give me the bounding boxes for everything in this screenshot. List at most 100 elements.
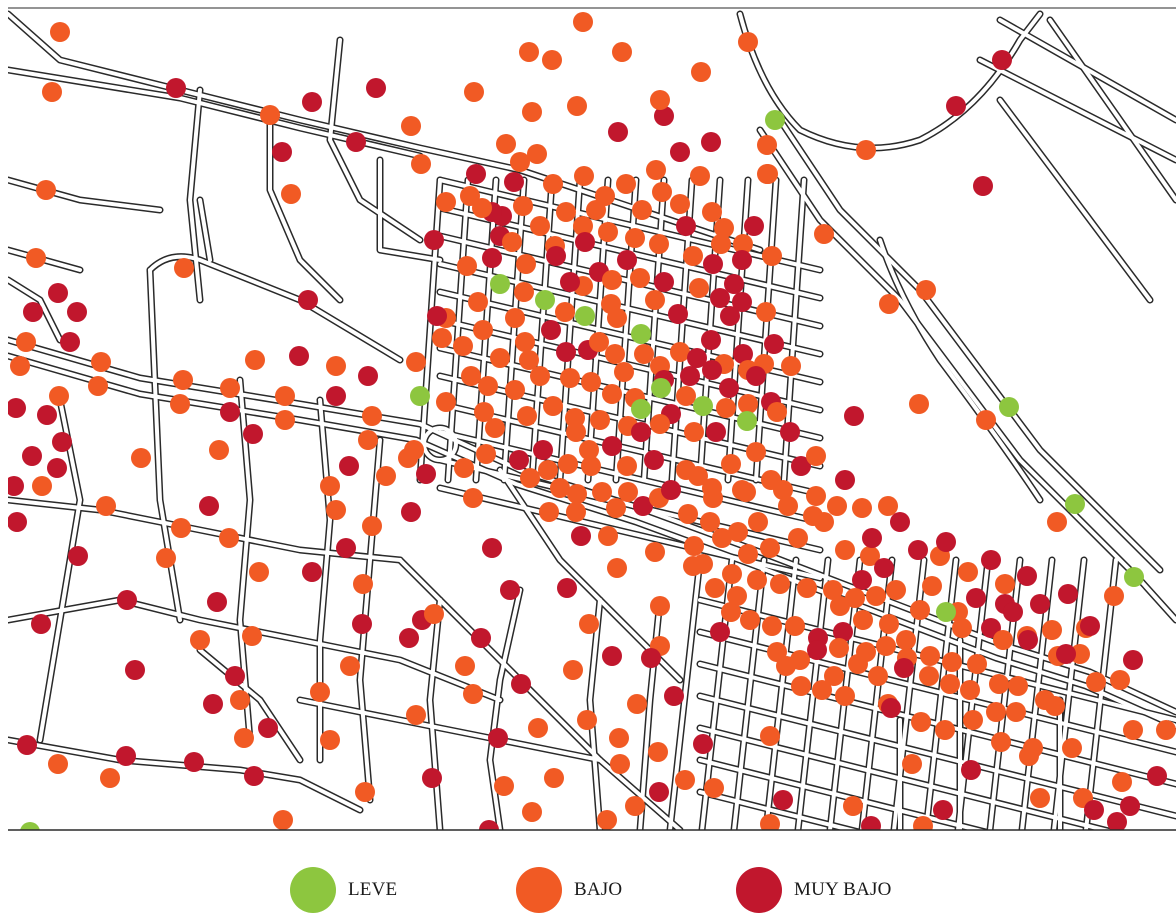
marker-bajo — [879, 294, 899, 314]
marker-muy-bajo — [654, 272, 674, 292]
marker-bajo — [963, 710, 983, 730]
marker-bajo — [683, 246, 703, 266]
marker-muy-bajo — [602, 436, 622, 456]
marker-leve — [410, 386, 430, 406]
marker-bajo — [362, 516, 382, 536]
marker-bajo — [652, 182, 672, 202]
street — [998, 98, 1152, 302]
marker-leve — [490, 274, 510, 294]
marker-muy-bajo — [693, 734, 713, 754]
marker-muy-bajo — [68, 546, 88, 566]
marker-muy-bajo — [199, 496, 219, 516]
marker-bajo — [645, 542, 665, 562]
marker-muy-bajo — [992, 50, 1012, 70]
marker-bajo — [650, 90, 670, 110]
marker-bajo — [581, 372, 601, 392]
marker-muy-bajo — [203, 694, 223, 714]
marker-muy-bajo — [1123, 650, 1143, 670]
marker-muy-bajo — [861, 816, 881, 830]
marker-bajo — [567, 96, 587, 116]
marker-muy-bajo — [1107, 812, 1127, 830]
marker-bajo — [609, 728, 629, 748]
marker-muy-bajo — [504, 172, 524, 192]
marker-muy-bajo — [302, 92, 322, 112]
marker-bajo — [618, 482, 638, 502]
marker-muy-bajo — [602, 646, 622, 666]
street — [1048, 18, 1176, 202]
marker-muy-bajo — [48, 283, 68, 303]
marker-bajo — [340, 656, 360, 676]
street — [378, 158, 442, 262]
marker-bajo — [909, 394, 929, 414]
marker-bajo — [843, 796, 863, 816]
marker-bajo — [740, 610, 760, 630]
marker-bajo — [610, 754, 630, 774]
marker-muy-bajo — [1120, 796, 1140, 816]
marker-muy-bajo — [852, 570, 872, 590]
street — [446, 178, 470, 482]
marker-bajo — [748, 512, 768, 532]
marker-bajo — [457, 256, 477, 276]
marker-bajo — [835, 686, 855, 706]
marker-bajo — [424, 604, 444, 624]
marker-leve — [1065, 494, 1085, 514]
marker-bajo — [920, 646, 940, 666]
marker-bajo — [678, 504, 698, 524]
marker-bajo — [650, 596, 670, 616]
street — [878, 238, 1042, 502]
marker-muy-bajo — [661, 480, 681, 500]
marker-bajo — [209, 440, 229, 460]
marker-bajo — [326, 500, 346, 520]
marker-muy-bajo — [560, 272, 580, 292]
marker-bajo — [605, 344, 625, 364]
marker-bajo — [558, 454, 578, 474]
marker-bajo — [355, 782, 375, 802]
marker-muy-bajo — [764, 334, 784, 354]
marker-bajo — [649, 234, 669, 254]
marker-leve — [936, 602, 956, 622]
marker-bajo — [478, 376, 498, 396]
marker-muy-bajo — [1084, 800, 1104, 820]
marker-muy-bajo — [1003, 602, 1023, 622]
marker-muy-bajo — [272, 142, 292, 162]
marker-muy-bajo — [894, 658, 914, 678]
marker-muy-bajo — [298, 290, 318, 310]
marker-muy-bajo — [352, 614, 372, 634]
marker-bajo — [684, 422, 704, 442]
marker-bajo — [589, 332, 609, 352]
marker-bajo — [690, 166, 710, 186]
marker-bajo — [245, 350, 265, 370]
marker-bajo — [581, 456, 601, 476]
marker-muy-bajo — [422, 768, 442, 788]
marker-bajo — [1030, 788, 1050, 808]
marker-bajo — [494, 776, 514, 796]
marker-bajo — [1104, 586, 1124, 606]
marker-bajo — [131, 448, 151, 468]
marker-bajo — [273, 810, 293, 830]
marker-bajo — [567, 484, 587, 504]
marker-muy-bajo — [482, 248, 502, 268]
marker-bajo — [911, 712, 931, 732]
street — [778, 118, 1162, 572]
marker-bajo — [791, 676, 811, 696]
marker-bajo — [88, 376, 108, 396]
marker-muy-bajo — [17, 735, 37, 755]
marker-bajo — [556, 202, 576, 222]
street-casing — [756, 126, 1176, 624]
street — [268, 108, 342, 302]
marker-muy-bajo — [125, 660, 145, 680]
marker-bajo — [514, 282, 534, 302]
marker-bajo — [683, 556, 703, 576]
street — [8, 278, 62, 342]
marker-muy-bajo — [654, 106, 674, 126]
marker-bajo — [550, 478, 570, 498]
marker-muy-bajo — [702, 360, 722, 380]
marker-bajo — [1062, 738, 1082, 758]
marker-bajo — [326, 356, 346, 376]
marker-bajo — [630, 268, 650, 288]
marker-muy-bajo — [1056, 644, 1076, 664]
marker-muy-bajo — [488, 728, 508, 748]
marker-bajo — [485, 418, 505, 438]
marker-bajo — [174, 258, 194, 278]
marker-muy-bajo — [336, 538, 356, 558]
